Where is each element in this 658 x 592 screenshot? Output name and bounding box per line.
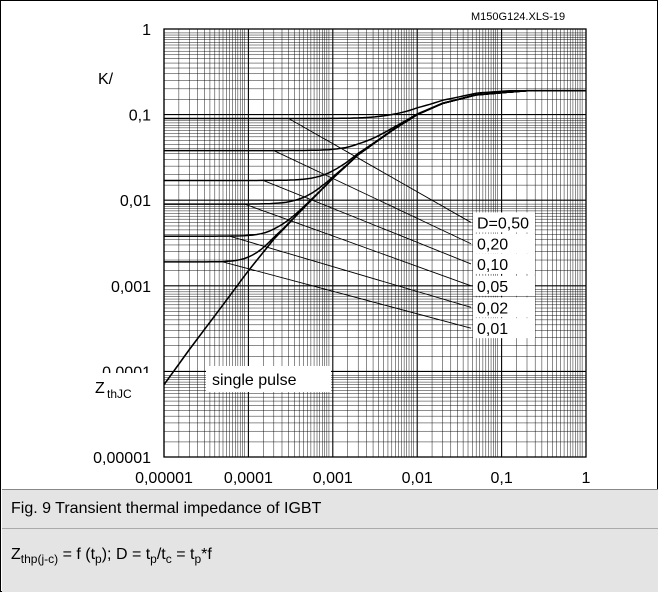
duty-cycle-label-bg	[473, 253, 535, 274]
duty-cycle-leader	[273, 150, 472, 245]
duty-cycle-label: 0,02	[477, 300, 508, 317]
duty-cycle-leader	[244, 203, 472, 287]
x-tick-label: 0,01	[402, 470, 433, 487]
y-tick-label: 0,00001	[93, 450, 151, 467]
duty-cycle-label: 0,10	[477, 257, 508, 274]
single-pulse-label-bg	[206, 366, 331, 392]
figure-caption: Fig. 9 Transient thermal impedance of IG…	[2, 489, 658, 592]
source-tag: M150G124.XLS-19	[471, 11, 565, 23]
curves	[163, 89, 586, 386]
duty-cycle-curve	[164, 89, 586, 263]
plot-border	[163, 28, 587, 458]
x-tick-label: 0,1	[490, 470, 512, 487]
duty-cycle-curve	[164, 89, 586, 120]
duty-cycle-label-bg	[473, 275, 535, 296]
thermal-impedance-chart: D=0,50 0,20 0,10 0,05 0,02 0,01 1 0,1 0,01 0,001 0…	[81, 11, 591, 489]
duty-cycle-label: 0,01	[477, 321, 508, 338]
y-axis-label: Z	[95, 380, 105, 397]
y-tick-label: 0,001	[111, 279, 151, 296]
duty-cycle-label: 0,20	[477, 237, 508, 254]
x-tick-label: 0,001	[313, 470, 353, 487]
caption-title: Fig. 9 Transient thermal impedance of IG…	[11, 500, 322, 517]
y-tick-label: 1	[142, 22, 151, 39]
labels: D=0,50 0,20 0,10 0,05 0,02 0,01 1 0,1 0,01 0,001 0…	[81, 22, 591, 489]
single-pulse-label: single pulse	[212, 372, 297, 389]
duty-cycle-leader	[222, 261, 472, 329]
duty-cycle-label: 0,05	[477, 279, 508, 296]
y-tick-label: 0,01	[120, 193, 151, 210]
duty-cycle-label: D=0,50	[477, 215, 529, 232]
duty-cycle-leader	[229, 235, 472, 308]
duty-cycle-leader	[288, 118, 472, 223]
x-tick-label: 0,0001	[224, 470, 273, 487]
y-axis-label-bg	[81, 373, 153, 403]
x-tick-label: 1	[582, 470, 591, 487]
duty-cycle-leader	[263, 180, 472, 265]
duty-cycle-label-bg	[473, 233, 535, 254]
y-tick-label: 0,1	[129, 108, 151, 125]
x-tick-label: 0,00001	[135, 470, 193, 487]
caption-formula: Zthp(j-c) = f (tp); D = tp/tc = tp*f	[11, 546, 212, 566]
y-axis-label-sub: thJC	[107, 387, 132, 401]
duty-cycle-label-bg	[473, 318, 535, 339]
caption-divider	[2, 528, 658, 529]
duty-cycle-label-bg	[473, 212, 535, 233]
y-unit-label: K/	[98, 71, 114, 88]
duty-cycle-label-bg	[473, 297, 535, 318]
x-axis-label: t	[201, 488, 206, 489]
